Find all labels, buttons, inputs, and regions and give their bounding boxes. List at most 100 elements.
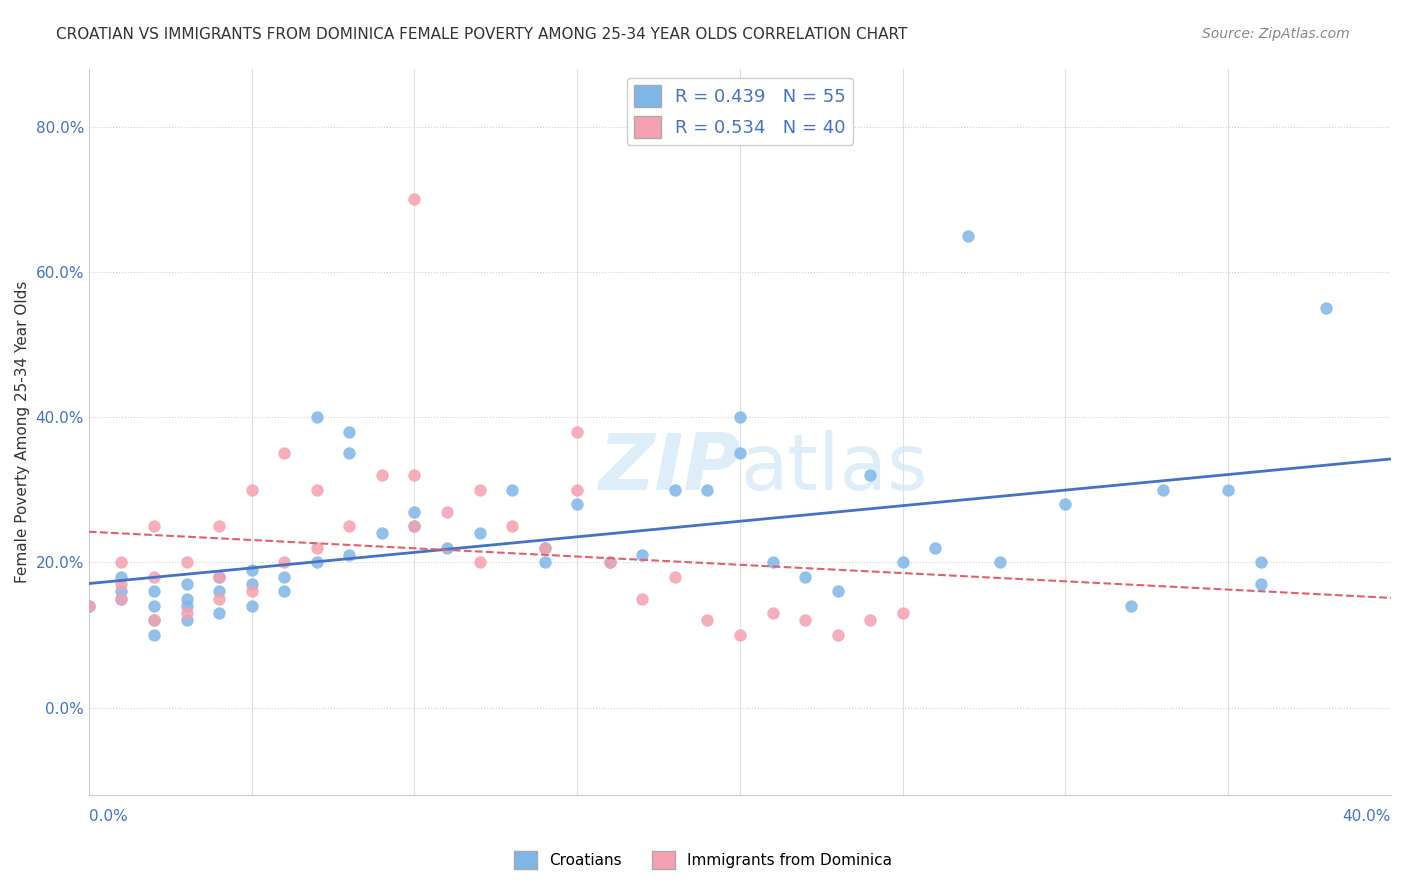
Point bbox=[696, 483, 718, 497]
Point bbox=[599, 555, 621, 569]
Point bbox=[404, 519, 426, 533]
Point bbox=[240, 599, 263, 613]
Point bbox=[110, 555, 132, 569]
Point bbox=[208, 570, 231, 584]
Point bbox=[305, 483, 328, 497]
Point bbox=[1119, 599, 1142, 613]
Point bbox=[533, 555, 555, 569]
Point bbox=[1152, 483, 1174, 497]
Point bbox=[728, 446, 751, 460]
Point bbox=[176, 577, 198, 591]
Point bbox=[208, 584, 231, 599]
Point bbox=[599, 555, 621, 569]
Point bbox=[501, 483, 523, 497]
Point bbox=[468, 526, 491, 541]
Point bbox=[501, 519, 523, 533]
Point bbox=[176, 555, 198, 569]
Y-axis label: Female Poverty Among 25-34 Year Olds: Female Poverty Among 25-34 Year Olds bbox=[15, 280, 30, 582]
Point bbox=[273, 446, 295, 460]
Point bbox=[664, 483, 686, 497]
Point bbox=[664, 570, 686, 584]
Point bbox=[1054, 497, 1077, 511]
Point bbox=[631, 548, 654, 562]
Point bbox=[468, 555, 491, 569]
Point bbox=[143, 584, 166, 599]
Point bbox=[404, 192, 426, 206]
Point bbox=[956, 228, 979, 243]
Point bbox=[77, 599, 100, 613]
Text: atlas: atlas bbox=[740, 430, 928, 506]
Text: 40.0%: 40.0% bbox=[1343, 809, 1391, 824]
Point bbox=[794, 614, 817, 628]
Point bbox=[827, 628, 849, 642]
Point bbox=[110, 591, 132, 606]
Point bbox=[990, 555, 1012, 569]
Point bbox=[891, 606, 914, 620]
Point bbox=[240, 577, 263, 591]
Point bbox=[143, 519, 166, 533]
Point bbox=[404, 519, 426, 533]
Point bbox=[827, 584, 849, 599]
Point bbox=[533, 541, 555, 555]
Point bbox=[208, 570, 231, 584]
Point bbox=[371, 468, 394, 483]
Point bbox=[273, 584, 295, 599]
Point bbox=[436, 541, 458, 555]
Point bbox=[631, 591, 654, 606]
Point bbox=[468, 483, 491, 497]
Point bbox=[110, 577, 132, 591]
Point bbox=[859, 614, 882, 628]
Point bbox=[1218, 483, 1240, 497]
Point bbox=[305, 541, 328, 555]
Point bbox=[143, 570, 166, 584]
Point bbox=[728, 628, 751, 642]
Text: 0.0%: 0.0% bbox=[89, 809, 128, 824]
Point bbox=[1315, 301, 1337, 315]
Point bbox=[761, 555, 783, 569]
Point bbox=[404, 468, 426, 483]
Point bbox=[404, 504, 426, 518]
Point bbox=[859, 468, 882, 483]
Point bbox=[533, 541, 555, 555]
Point bbox=[208, 591, 231, 606]
Point bbox=[143, 599, 166, 613]
Point bbox=[1250, 577, 1272, 591]
Point bbox=[305, 555, 328, 569]
Point bbox=[77, 599, 100, 613]
Point bbox=[240, 563, 263, 577]
Point bbox=[337, 425, 360, 439]
Point bbox=[761, 606, 783, 620]
Point bbox=[110, 570, 132, 584]
Point bbox=[891, 555, 914, 569]
Text: Source: ZipAtlas.com: Source: ZipAtlas.com bbox=[1202, 27, 1350, 41]
Point bbox=[240, 483, 263, 497]
Point bbox=[794, 570, 817, 584]
Point bbox=[176, 606, 198, 620]
Point bbox=[273, 570, 295, 584]
Text: CROATIAN VS IMMIGRANTS FROM DOMINICA FEMALE POVERTY AMONG 25-34 YEAR OLDS CORREL: CROATIAN VS IMMIGRANTS FROM DOMINICA FEM… bbox=[56, 27, 908, 42]
Point bbox=[337, 548, 360, 562]
Point bbox=[567, 483, 589, 497]
Point bbox=[305, 410, 328, 425]
Point bbox=[143, 614, 166, 628]
Point bbox=[567, 497, 589, 511]
Point bbox=[240, 584, 263, 599]
Legend: R = 0.439   N = 55, R = 0.534   N = 40: R = 0.439 N = 55, R = 0.534 N = 40 bbox=[627, 78, 853, 145]
Point bbox=[567, 425, 589, 439]
Point bbox=[273, 555, 295, 569]
Point bbox=[371, 526, 394, 541]
Point bbox=[143, 628, 166, 642]
Point bbox=[143, 614, 166, 628]
Point bbox=[110, 584, 132, 599]
Point bbox=[176, 599, 198, 613]
Point bbox=[208, 606, 231, 620]
Point bbox=[176, 614, 198, 628]
Point bbox=[1250, 555, 1272, 569]
Point bbox=[337, 446, 360, 460]
Point bbox=[176, 591, 198, 606]
Point bbox=[337, 519, 360, 533]
Legend: Croatians, Immigrants from Dominica: Croatians, Immigrants from Dominica bbox=[508, 845, 898, 875]
Point bbox=[208, 519, 231, 533]
Point bbox=[924, 541, 946, 555]
Point bbox=[110, 591, 132, 606]
